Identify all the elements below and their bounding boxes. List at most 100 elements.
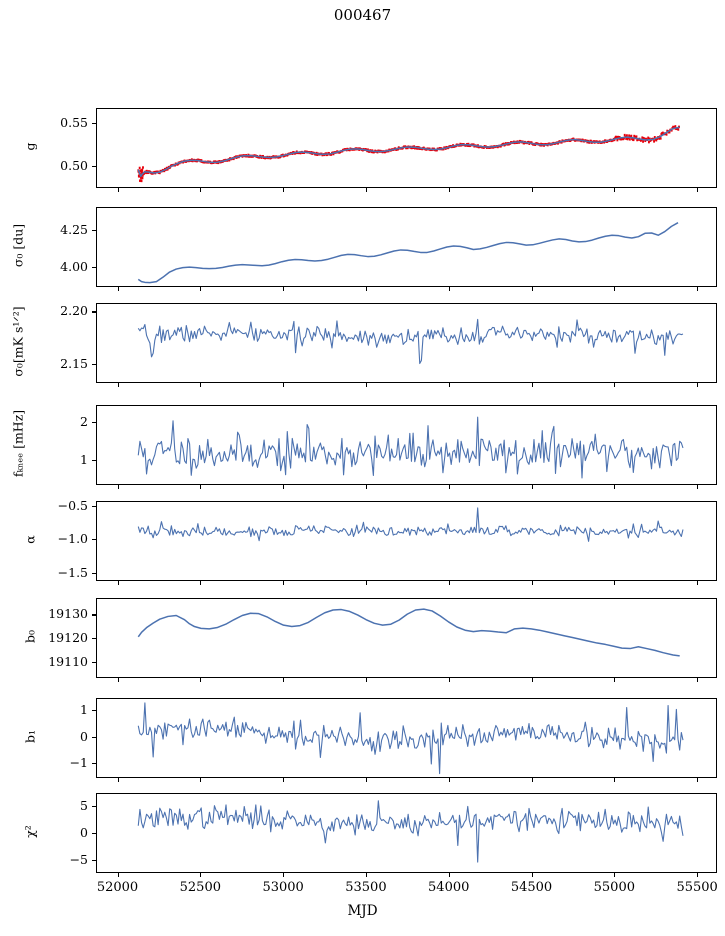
ytick-mark-chi2-2	[92, 806, 96, 808]
xtick-mark-p0-6	[614, 188, 616, 192]
xtick-mark-p6-0	[117, 778, 119, 782]
xtick-label-3: 53500	[345, 880, 387, 895]
xtick-mark-p3-5	[531, 485, 533, 489]
data-line-chi2	[138, 801, 683, 862]
data-line-sigma0_mK	[138, 319, 683, 363]
xtick-mark-p3-2	[283, 485, 285, 489]
data-line-g	[138, 127, 679, 176]
ytick-label-b0-0: 19110	[48, 653, 88, 669]
xtick-mark-p6-3	[365, 778, 368, 782]
xtick-mark-p5-3	[365, 678, 368, 682]
xtick-label-0: 52000	[96, 880, 139, 895]
data-line-alpha	[138, 508, 683, 541]
ytick-mark-f_knee-0	[92, 460, 96, 462]
xtick-mark-p1-6	[614, 287, 616, 291]
ytick-mark-alpha-2	[92, 572, 96, 575]
ytick-mark-sigma0_mK-1	[92, 311, 96, 313]
xtick-mark-p6-2	[283, 778, 285, 782]
xtick-mark-p4-2	[283, 581, 285, 585]
xtick-mark-p7-1	[200, 873, 202, 877]
xtick-mark-p4-1	[200, 581, 202, 585]
ytick-mark-alpha-1	[92, 539, 96, 541]
ytick-mark-g-0	[92, 166, 96, 168]
plot-area-f_knee	[97, 406, 716, 484]
xtick-mark-p2-6	[614, 383, 616, 387]
ytick-label-chi2-0: −5	[69, 851, 88, 867]
ytick-mark-b1-1	[92, 736, 96, 738]
xtick-mark-p4-0	[117, 581, 119, 585]
xtick-mark-p2-7	[697, 383, 699, 387]
ytick-label-sigma0_du-1: 4.25	[60, 221, 88, 237]
ylabel-g: g	[22, 142, 38, 151]
x-axis-label: MJD	[347, 903, 378, 919]
panel-alpha	[96, 501, 717, 581]
ytick-label-chi2-2: 5	[80, 798, 88, 814]
xtick-mark-p5-2	[283, 678, 285, 682]
xtick-mark-p2-1	[200, 383, 202, 387]
ytick-label-b1-1: 0	[80, 728, 88, 744]
ytick-mark-chi2-0	[92, 859, 96, 861]
ytick-label-b1-2: 1	[80, 702, 88, 717]
ytick-label-alpha-2: −1.5	[57, 564, 88, 580]
xtick-mark-p3-7	[697, 485, 699, 489]
ytick-mark-sigma0_mK-0	[92, 364, 96, 366]
panel-sigma0-du	[96, 207, 717, 287]
xtick-label-6: 55000	[593, 880, 635, 895]
xtick-mark-p6-7	[697, 778, 699, 782]
xtick-mark-p4-7	[697, 581, 699, 585]
xtick-mark-p0-0	[117, 188, 119, 192]
xtick-mark-p3-0	[117, 485, 119, 489]
ytick-label-b0-2: 19130	[48, 606, 88, 622]
plot-area-chi2	[97, 794, 716, 872]
ytick-mark-b0-1	[92, 638, 96, 640]
xtick-mark-p0-1	[200, 188, 202, 192]
ytick-mark-chi2-1	[92, 833, 96, 835]
data-line-sigma0_du	[138, 223, 678, 283]
xtick-mark-p1-2	[283, 287, 285, 291]
ylabel-f_knee: fₖₙₑₑ [mHz]	[10, 409, 26, 478]
xtick-mark-p0-2	[283, 188, 285, 192]
ytick-label-sigma0_mK-0: 2.15	[60, 356, 88, 372]
xtick-mark-p7-7	[697, 873, 699, 877]
ytick-label-b0-1: 19120	[48, 630, 88, 645]
xtick-label-2: 53000	[262, 880, 304, 895]
xtick-mark-p1-0	[117, 287, 119, 291]
xtick-label-4: 54000	[428, 880, 470, 895]
xtick-mark-p1-4	[448, 287, 450, 291]
ytick-label-g-1: 0.55	[60, 114, 88, 130]
plot-area-alpha	[97, 502, 716, 580]
xtick-mark-p1-7	[697, 287, 699, 291]
panel-f-knee	[96, 405, 717, 485]
plot-area-b1	[97, 699, 716, 777]
xtick-mark-p6-4	[448, 778, 450, 782]
xtick-mark-p3-1	[200, 485, 202, 489]
xtick-mark-p5-1	[200, 678, 202, 682]
xtick-mark-p4-6	[614, 581, 616, 585]
ylabel-b1: b₁	[22, 730, 38, 744]
plot-area-sigma0_mK	[97, 304, 716, 382]
xtick-mark-p5-0	[117, 678, 119, 682]
xtick-mark-p2-3	[365, 383, 368, 387]
xtick-mark-p4-4	[448, 581, 450, 585]
xtick-mark-p1-5	[531, 287, 533, 291]
xtick-mark-p3-6	[614, 485, 616, 489]
xtick-mark-p2-4	[448, 383, 450, 387]
ytick-mark-g-1	[92, 122, 96, 124]
ylabel-chi2: χ²	[22, 825, 38, 838]
red-observations	[137, 125, 680, 183]
ytick-mark-b1-2	[92, 710, 96, 712]
xtick-mark-p7-0	[117, 873, 119, 877]
ylabel-alpha: α	[22, 535, 38, 544]
ytick-label-alpha-1: −1.0	[57, 531, 88, 547]
xtick-mark-p2-0	[117, 383, 119, 387]
ylabel-sigma0_mK: σ₀[mK s¹ᐟ²]	[10, 306, 26, 377]
plot-area-sigma0_du	[97, 208, 716, 286]
ytick-label-sigma0_mK-1: 2.20	[60, 303, 88, 319]
xtick-mark-p4-3	[365, 581, 368, 585]
xtick-mark-p2-2	[283, 383, 285, 387]
xtick-mark-p0-7	[697, 188, 699, 192]
ytick-mark-b0-2	[92, 614, 96, 616]
panel-sigma0-mk	[96, 303, 717, 383]
xtick-mark-p5-4	[448, 678, 450, 682]
